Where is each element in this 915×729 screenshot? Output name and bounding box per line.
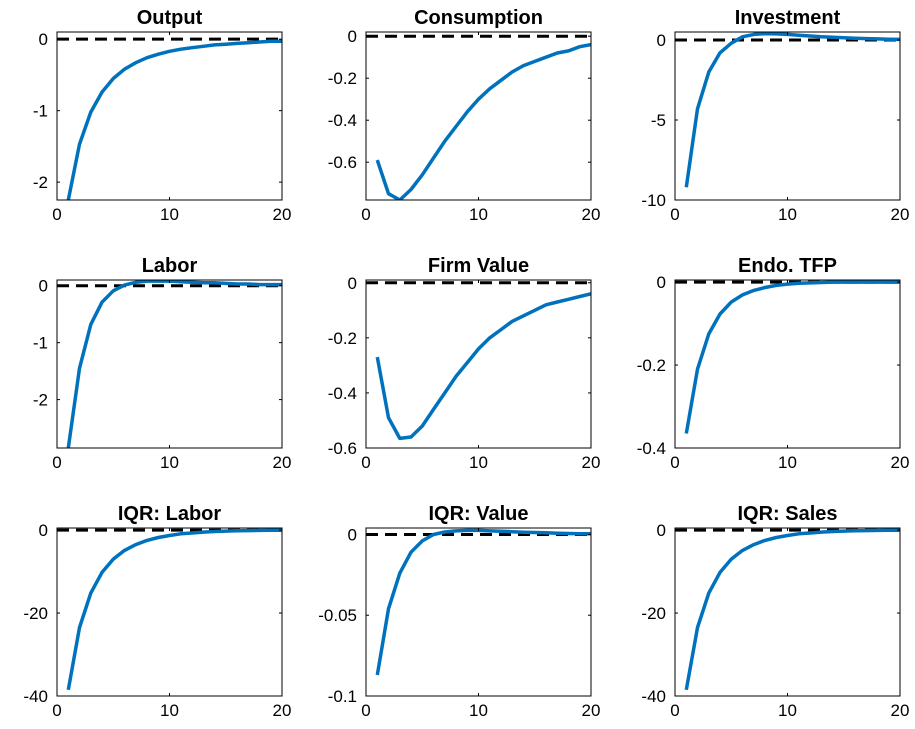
x-tick-label: 20 <box>582 205 601 224</box>
x-tick-label: 20 <box>891 453 910 472</box>
x-tick-label: 0 <box>361 205 370 224</box>
y-tick-label: -0.4 <box>637 439 666 458</box>
chart-panel: Investment 0 10 20 0 -5 -10 <box>641 7 909 224</box>
y-tick-label: -40 <box>23 687 48 706</box>
panel-title: IQR: Sales <box>737 503 837 525</box>
x-tick-label: 10 <box>469 701 488 720</box>
y-tick-label: 0 <box>657 273 666 292</box>
y-tick-label: 0 <box>39 277 48 296</box>
y-tick-label: 0 <box>657 31 666 50</box>
x-tick-label: 0 <box>52 205 61 224</box>
y-tick-label: -0.4 <box>328 111 357 130</box>
x-tick-label: 10 <box>778 701 797 720</box>
x-tick-label: 0 <box>361 701 370 720</box>
panel-title: IQR: Value <box>428 503 528 525</box>
y-tick-label: -1 <box>33 334 48 353</box>
x-tick-label: 10 <box>160 205 179 224</box>
y-tick-label: -2 <box>33 173 48 192</box>
chart-panel: Output 0 10 20 0 -1 -2 <box>33 7 292 224</box>
panel-title: IQR: Labor <box>118 503 222 525</box>
y-tick-label: 0 <box>348 27 357 46</box>
series-line <box>66 280 282 448</box>
chart-panel: IQR: Sales 0 10 20 0 -20 -40 <box>641 503 909 720</box>
series-line <box>66 528 282 691</box>
y-tick-label: 0 <box>657 521 666 540</box>
series-line <box>375 528 591 676</box>
chart-panel: Endo. TFP 0 10 20 0 -0.2 -0.4 <box>637 255 910 472</box>
y-tick-label: -40 <box>641 687 666 706</box>
y-tick-label: -0.1 <box>328 687 357 706</box>
y-tick-label: 0 <box>39 521 48 540</box>
panel-title: Output <box>137 7 203 29</box>
y-tick-label: -0.2 <box>328 329 357 348</box>
series-line <box>66 39 282 200</box>
y-tick-label: -5 <box>651 111 666 130</box>
y-tick-label: -20 <box>23 604 48 623</box>
x-tick-label: 20 <box>582 453 601 472</box>
y-tick-label: -0.4 <box>328 384 357 403</box>
series-line <box>684 280 900 434</box>
y-tick-label: 0 <box>39 30 48 49</box>
chart-panel: IQR: Labor 0 10 20 0 -20 -40 <box>23 503 291 720</box>
x-tick-label: 10 <box>469 453 488 472</box>
y-tick-label: -20 <box>641 604 666 623</box>
axes-box <box>674 279 901 449</box>
axes-box <box>365 527 592 697</box>
axes-box <box>56 279 283 449</box>
x-tick-label: 20 <box>891 205 910 224</box>
series-line <box>375 42 591 200</box>
series-line <box>684 528 900 691</box>
x-tick-label: 0 <box>670 701 679 720</box>
panel-title: Consumption <box>414 7 543 29</box>
x-tick-label: 20 <box>582 701 601 720</box>
y-tick-label: -1 <box>33 102 48 121</box>
x-tick-label: 20 <box>891 701 910 720</box>
x-tick-label: 20 <box>273 453 292 472</box>
panel-title: Investment <box>735 7 841 29</box>
y-tick-label: -2 <box>33 391 48 410</box>
y-tick-label: 0 <box>348 274 357 293</box>
chart-panel: Consumption 0 10 20 0 -0.2 -0.4 -0.6 <box>328 7 601 224</box>
axes-box <box>674 31 901 201</box>
x-tick-label: 0 <box>670 205 679 224</box>
axes-box <box>365 31 592 201</box>
chart-panel: Firm Value 0 10 20 0 -0.2 -0.4 -0.6 <box>328 255 601 472</box>
y-tick-label: -0.05 <box>318 606 357 625</box>
chart-panel: Labor 0 10 20 0 -1 -2 <box>33 255 292 472</box>
panel-title: Firm Value <box>428 255 529 277</box>
y-tick-label: -0.6 <box>328 153 357 172</box>
series-line <box>375 292 591 441</box>
chart-panel: IQR: Value 0 10 20 0 -0.05 -0.1 <box>318 503 600 720</box>
x-tick-label: 10 <box>469 205 488 224</box>
y-tick-label: -0.2 <box>328 69 357 88</box>
series-line <box>684 32 900 188</box>
x-tick-label: 10 <box>160 701 179 720</box>
y-tick-label: -10 <box>641 191 666 210</box>
y-tick-label: -0.6 <box>328 439 357 458</box>
axes-box <box>56 527 283 697</box>
panel-title: Endo. TFP <box>738 255 837 277</box>
y-tick-label: 0 <box>348 525 357 544</box>
x-tick-label: 0 <box>52 453 61 472</box>
x-tick-label: 0 <box>361 453 370 472</box>
x-tick-label: 10 <box>778 453 797 472</box>
x-tick-label: 10 <box>778 205 797 224</box>
x-tick-label: 10 <box>160 453 179 472</box>
panel-title: Labor <box>142 255 198 277</box>
y-tick-label: -0.2 <box>637 356 666 375</box>
x-tick-label: 0 <box>52 701 61 720</box>
x-tick-label: 20 <box>273 205 292 224</box>
x-tick-label: 20 <box>273 701 292 720</box>
x-tick-label: 0 <box>670 453 679 472</box>
axes-box <box>674 527 901 697</box>
axes-box <box>365 279 592 449</box>
